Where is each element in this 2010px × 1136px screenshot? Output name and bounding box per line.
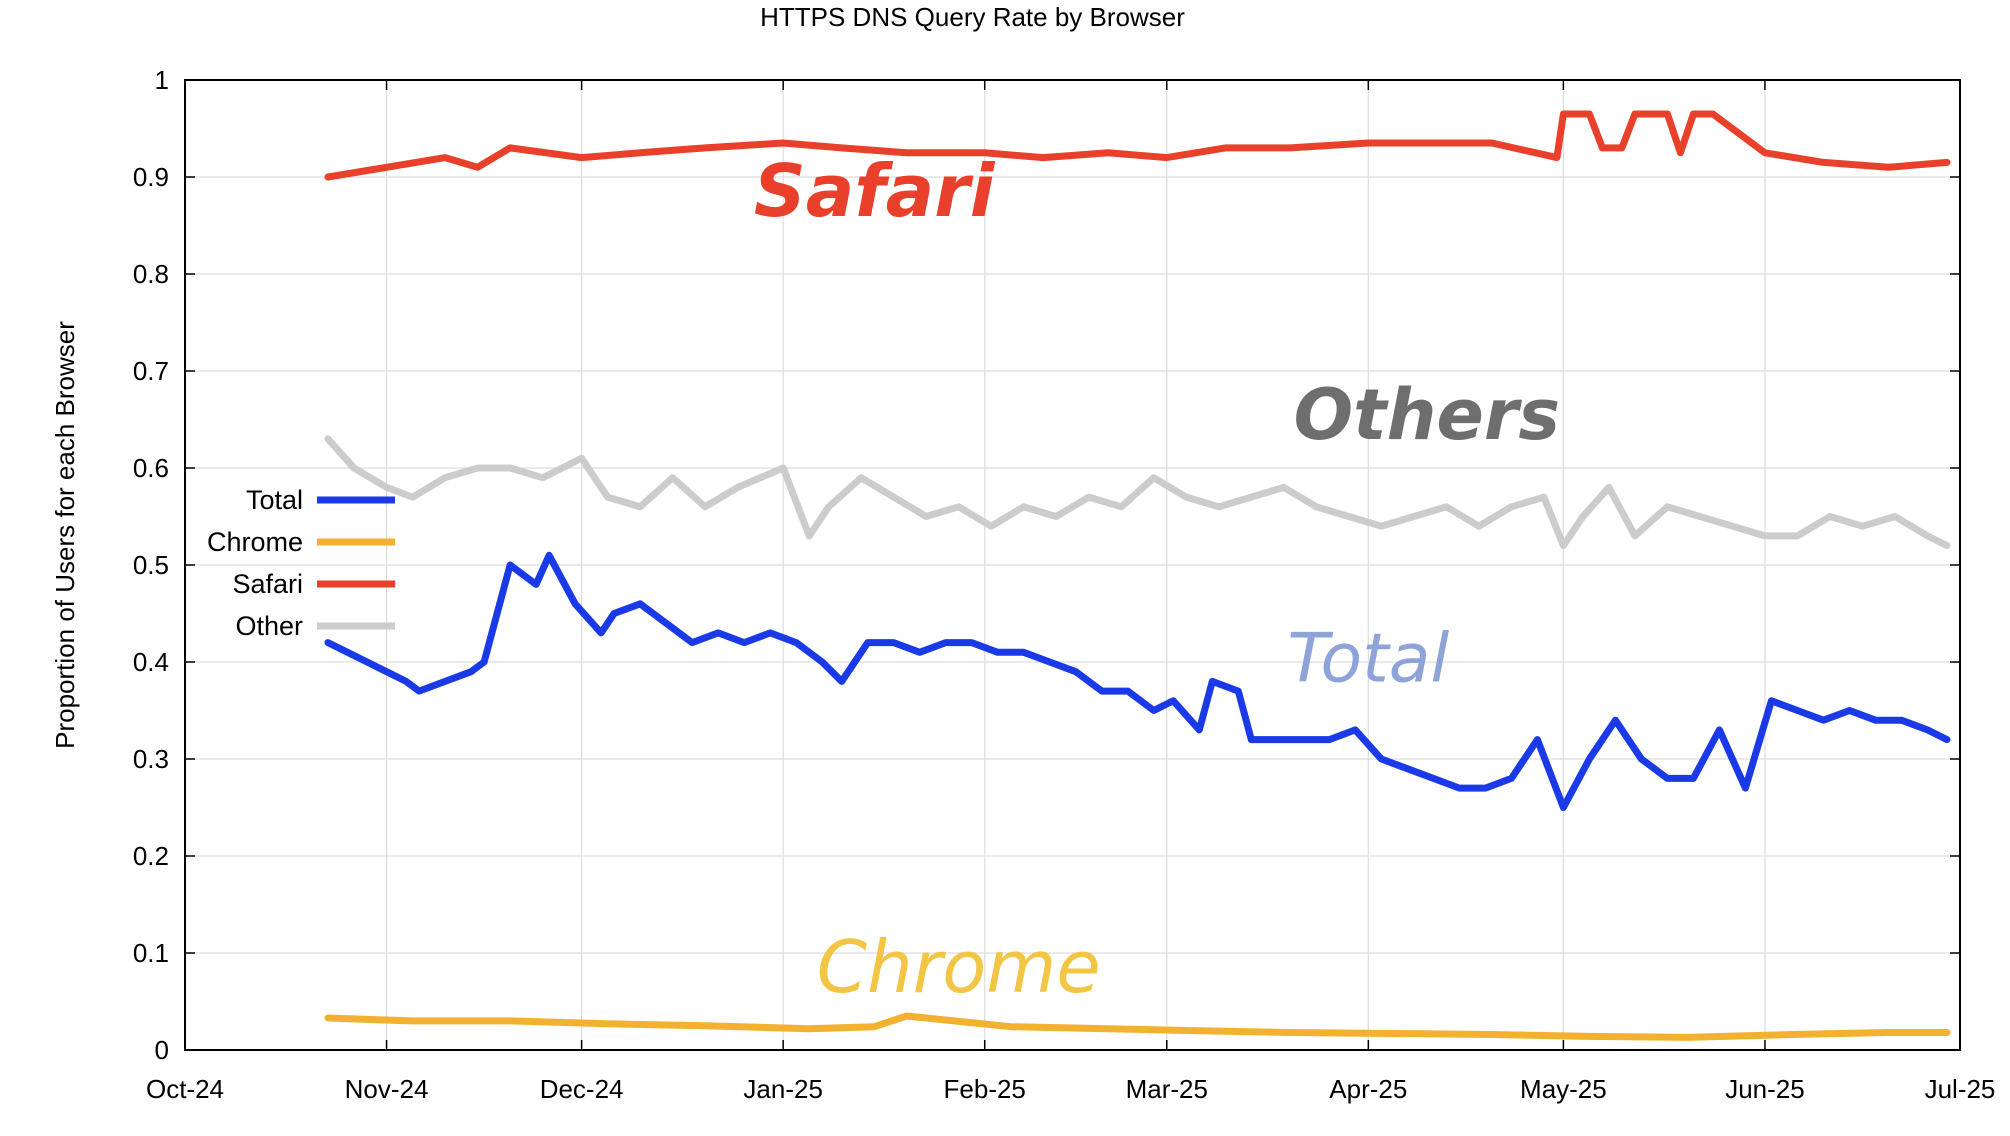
chart-title: HTTPS DNS Query Rate by Browser	[760, 2, 1185, 32]
y-tick-label: 0.4	[133, 647, 169, 677]
series-line-total	[324, 551, 1951, 811]
y-tick-label: 0.2	[133, 841, 169, 871]
x-tick-label: Mar-25	[1126, 1074, 1208, 1104]
legend-label-safari: Safari	[232, 569, 303, 599]
y-tick-label: 0.9	[133, 162, 169, 192]
y-axis-label: Proportion of Users for each Browser	[50, 321, 80, 749]
gridlines	[185, 80, 1960, 1050]
y-tick-label: 1	[155, 65, 169, 95]
legend-label-other: Other	[235, 611, 303, 641]
legend: Total Chrome Safari Other	[207, 485, 395, 641]
x-tick-label: Oct-24	[146, 1074, 224, 1104]
series-lines	[324, 110, 1951, 1041]
axis-ticks: 0 0.1 0.2 0.3 0.4 0.5 0.6 0.7 0.8 0.9 1 Oct-24 Nov-2…	[133, 65, 1996, 1104]
y-tick-label: 0	[155, 1035, 169, 1065]
x-tick-label: Nov-24	[345, 1074, 429, 1104]
x-tick-label: Feb-25	[944, 1074, 1026, 1104]
y-tick-label: 0.5	[133, 550, 169, 580]
annotations: Safari Others Total Chrome	[754, 149, 1560, 1009]
series-line-safari	[324, 110, 1951, 181]
legend-label-total: Total	[246, 485, 303, 515]
y-tick-label: 0.3	[133, 744, 169, 774]
x-tick-label: Jun-25	[1725, 1074, 1805, 1104]
annotation-chrome: Chrome	[817, 925, 1101, 1009]
annotation-total: Total	[1287, 619, 1449, 698]
annotation-others: Others	[1294, 374, 1560, 456]
x-tick-label: Jul-25	[1925, 1074, 1996, 1104]
y-tick-label: 0.7	[133, 356, 169, 386]
annotation-safari: Safari	[754, 149, 996, 233]
y-tick-label: 0.1	[133, 938, 169, 968]
series-line-chrome	[324, 1012, 1951, 1041]
x-tick-label: Dec-24	[540, 1074, 624, 1104]
x-tick-label: Jan-25	[743, 1074, 823, 1104]
x-tick-label: Apr-25	[1329, 1074, 1407, 1104]
x-tick-label: May-25	[1520, 1074, 1607, 1104]
series-line-other	[324, 435, 1951, 550]
y-tick-label: 0.8	[133, 259, 169, 289]
legend-label-chrome: Chrome	[207, 527, 303, 557]
y-tick-label: 0.6	[133, 453, 169, 483]
